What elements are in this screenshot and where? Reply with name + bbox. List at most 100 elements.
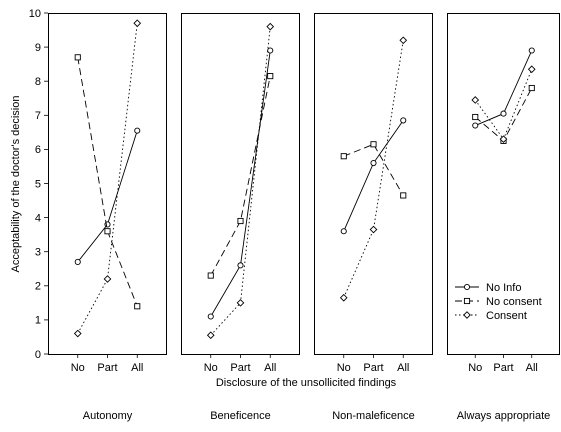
- series-no-consent: [74, 54, 141, 310]
- panel-frame: [314, 13, 433, 355]
- panel-title: Always appropriate: [457, 410, 551, 422]
- legend-label: No consent: [486, 296, 542, 308]
- series-no-info: [340, 117, 407, 235]
- y-axis-label: Acceptability of the doctor's decision: [10, 96, 22, 273]
- y-tick-label: 7: [35, 110, 41, 122]
- legend-label: Consent: [486, 310, 527, 322]
- data-point: [340, 153, 347, 160]
- data-point: [134, 127, 141, 134]
- panel-title: Beneficence: [210, 410, 271, 422]
- data-point: [400, 192, 407, 199]
- data-point: [400, 117, 407, 124]
- y-tick-label: 8: [35, 76, 41, 88]
- data-point: [472, 122, 479, 129]
- data-point: [339, 293, 348, 302]
- series-consent: [206, 22, 275, 340]
- x-tick-label: All: [264, 362, 276, 374]
- x-tick-label: No: [468, 362, 482, 374]
- x-tick-label: No: [71, 362, 85, 374]
- panel-autonomy: No Part All Autonomy: [48, 13, 167, 422]
- y-tick-label: 0: [35, 349, 41, 361]
- legend-marker: [463, 283, 471, 291]
- legend-item: Consent: [455, 310, 527, 322]
- y-axis: 0 1 2 3 4 5 6 7 8 9 10: [29, 8, 48, 361]
- y-tick-label: 10: [29, 8, 41, 20]
- panel-beneficence: No Part All Beneficence: [181, 13, 300, 422]
- series-line: [343, 143, 404, 196]
- data-point: [206, 331, 215, 340]
- panel-title: Non-maleficence: [332, 410, 415, 422]
- x-tick-label: All: [526, 362, 538, 374]
- series-no-info: [74, 127, 141, 265]
- data-point: [528, 47, 535, 54]
- data-point: [471, 96, 480, 104]
- x-tick-label: Part: [97, 362, 117, 374]
- y-tick-label: 2: [35, 281, 41, 293]
- legend-item: No Info: [455, 282, 521, 294]
- data-point: [472, 113, 479, 121]
- legend-label: No Info: [486, 282, 521, 294]
- data-point: [267, 47, 274, 54]
- series-consent: [73, 19, 142, 338]
- panel-non-maleficence: No Part All Non-maleficence: [314, 13, 433, 422]
- data-point: [104, 228, 111, 235]
- data-point: [103, 275, 112, 283]
- data-point: [528, 84, 535, 92]
- series-line: [77, 130, 138, 263]
- data-point: [236, 299, 245, 307]
- x-tick-label: No: [204, 362, 218, 374]
- panel-always-appropriate: No Part All Always appropriate: [447, 13, 560, 422]
- data-point: [237, 217, 244, 225]
- legend-item: No consent: [455, 296, 542, 308]
- y-tick-label: 3: [35, 247, 41, 259]
- legend-marker: [463, 311, 471, 319]
- series-line: [343, 40, 404, 298]
- legend-marker: [463, 297, 471, 305]
- panel-title: Autonomy: [83, 410, 133, 422]
- series-line: [77, 23, 138, 334]
- y-tick-label: 5: [35, 178, 41, 190]
- data-point: [370, 159, 377, 167]
- data-point: [266, 22, 275, 31]
- y-tick-label: 4: [35, 212, 41, 224]
- x-tick-label: Part: [230, 362, 250, 374]
- data-point: [499, 135, 508, 144]
- data-point: [399, 36, 408, 45]
- y-tick-label: 9: [35, 42, 41, 54]
- data-point: [267, 73, 274, 80]
- x-tick-label: No: [337, 362, 351, 374]
- series-no-info: [472, 47, 535, 129]
- series-no-consent: [340, 141, 407, 199]
- panel-frame: [48, 13, 167, 355]
- data-point: [207, 272, 214, 279]
- data-point: [369, 225, 378, 234]
- data-point: [340, 228, 347, 235]
- y-tick-label: 1: [35, 315, 41, 327]
- series-consent: [339, 36, 408, 302]
- data-point: [237, 262, 244, 269]
- series-line: [210, 26, 271, 336]
- data-point: [74, 54, 81, 61]
- x-tick-label: All: [131, 362, 143, 374]
- data-point: [500, 110, 507, 117]
- series-no-consent: [207, 73, 274, 279]
- data-point: [133, 19, 142, 28]
- series-line: [210, 75, 271, 276]
- x-tick-label: Part: [493, 362, 513, 374]
- data-point: [527, 65, 536, 74]
- x-tick-label: All: [397, 362, 409, 374]
- series-line: [77, 57, 138, 307]
- panels-group: 0 1 2 3 4 5 6 7 8 9 10 No Part All Autonomy No Part All Be…: [29, 8, 560, 422]
- data-point: [207, 313, 214, 320]
- series-line: [210, 50, 271, 317]
- series-line: [343, 120, 404, 232]
- y-tick-label: 6: [35, 144, 41, 156]
- data-point: [74, 258, 81, 265]
- data-point: [73, 329, 82, 338]
- x-axis-label: Disclosure of the unsollicited findings: [216, 377, 397, 389]
- legend: No Info No consent Consent: [455, 282, 542, 322]
- data-point: [370, 141, 377, 148]
- x-tick-label: Part: [363, 362, 383, 374]
